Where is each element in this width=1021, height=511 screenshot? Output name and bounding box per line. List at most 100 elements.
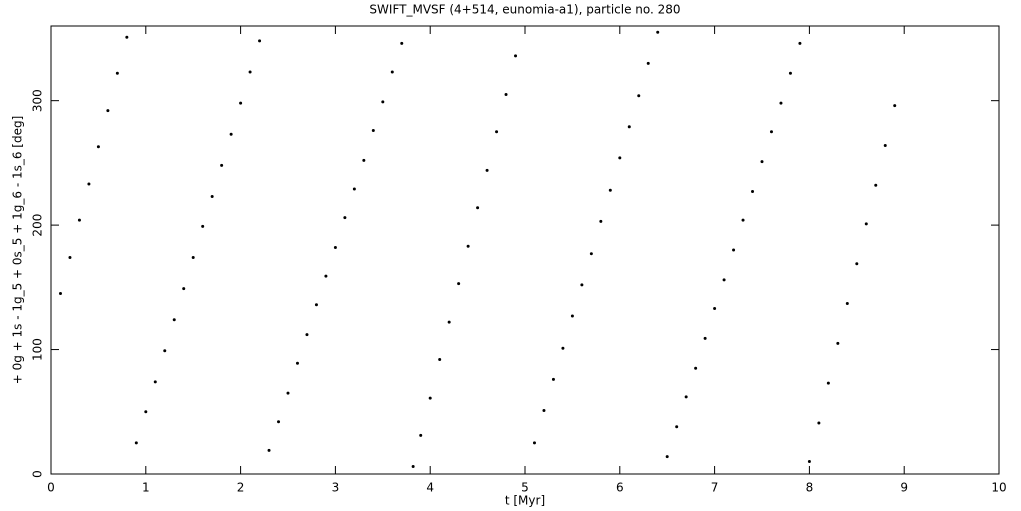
point — [656, 30, 660, 34]
point — [210, 194, 214, 198]
point — [220, 163, 224, 167]
point — [551, 377, 555, 381]
y-tick-label: 100 — [31, 338, 45, 361]
point — [134, 441, 138, 445]
point — [381, 100, 385, 104]
point — [722, 278, 726, 282]
point — [77, 218, 81, 222]
point — [504, 92, 508, 96]
point — [258, 39, 262, 43]
point — [248, 70, 252, 74]
point — [428, 396, 432, 400]
point — [144, 410, 148, 414]
x-tick-label: 10 — [991, 481, 1006, 495]
point — [561, 346, 565, 350]
point — [741, 218, 745, 222]
point — [570, 314, 574, 318]
point — [826, 381, 830, 385]
point — [779, 101, 783, 105]
point — [58, 292, 62, 296]
x-tick-label: 5 — [521, 481, 529, 495]
point — [817, 421, 821, 425]
point — [788, 71, 792, 75]
point — [191, 255, 195, 259]
x-tick-label: 0 — [47, 481, 55, 495]
point — [675, 425, 679, 429]
point — [760, 160, 764, 164]
point — [172, 318, 176, 322]
point — [153, 380, 157, 384]
point — [665, 455, 669, 459]
point — [125, 35, 129, 39]
point — [883, 143, 887, 147]
point — [163, 349, 167, 353]
point — [362, 158, 366, 162]
point — [836, 341, 840, 345]
point — [580, 283, 584, 287]
point — [532, 441, 536, 445]
point — [390, 70, 394, 74]
point — [684, 395, 688, 399]
y-tick-label: 0 — [31, 470, 45, 478]
point — [769, 130, 773, 134]
point — [352, 187, 356, 191]
plot-frame — [50, 25, 1000, 475]
point — [68, 255, 72, 259]
point — [476, 206, 480, 210]
point — [845, 302, 849, 306]
point — [324, 274, 328, 278]
point — [893, 104, 897, 108]
x-tick-label: 3 — [332, 481, 340, 495]
x-tick-label: 1 — [142, 481, 150, 495]
point — [627, 125, 631, 129]
point — [182, 287, 186, 291]
point — [277, 420, 281, 424]
point — [343, 216, 347, 220]
point — [874, 183, 878, 187]
point — [751, 190, 755, 194]
point — [864, 222, 868, 226]
point — [798, 41, 802, 45]
point — [400, 41, 404, 45]
point — [807, 460, 811, 464]
point — [447, 320, 451, 324]
point — [542, 409, 546, 413]
point — [411, 465, 415, 469]
point — [457, 282, 461, 286]
point — [694, 366, 698, 370]
point — [855, 262, 859, 266]
point — [295, 361, 299, 365]
x-tick-label: 9 — [900, 481, 908, 495]
point — [646, 61, 650, 65]
point — [618, 156, 622, 160]
point — [485, 168, 489, 172]
point — [201, 224, 205, 228]
point — [466, 244, 470, 248]
point — [305, 333, 309, 337]
x-tick-label: 6 — [616, 481, 624, 495]
point — [608, 188, 612, 192]
point — [267, 448, 271, 452]
point — [599, 219, 603, 223]
y-axis-label: + 0g + 1s - 1g_5 + 0s_5 + 1g_6 - 1s_6 [d… — [11, 116, 25, 385]
x-tick-label: 7 — [711, 481, 719, 495]
point — [703, 336, 707, 340]
point — [87, 182, 91, 186]
y-tick-label: 200 — [31, 214, 45, 237]
point — [96, 145, 100, 149]
point — [637, 94, 641, 98]
point — [333, 246, 337, 250]
point — [419, 433, 423, 437]
x-tick-label: 2 — [237, 481, 245, 495]
point — [286, 391, 290, 395]
point — [713, 306, 717, 310]
point — [495, 130, 499, 134]
x-axis-label: t [Myr] — [505, 494, 545, 508]
point — [514, 54, 518, 58]
x-tick-label: 4 — [426, 481, 434, 495]
y-tick-label: 300 — [31, 89, 45, 112]
point — [589, 252, 593, 256]
point — [106, 109, 110, 113]
point — [229, 132, 233, 136]
